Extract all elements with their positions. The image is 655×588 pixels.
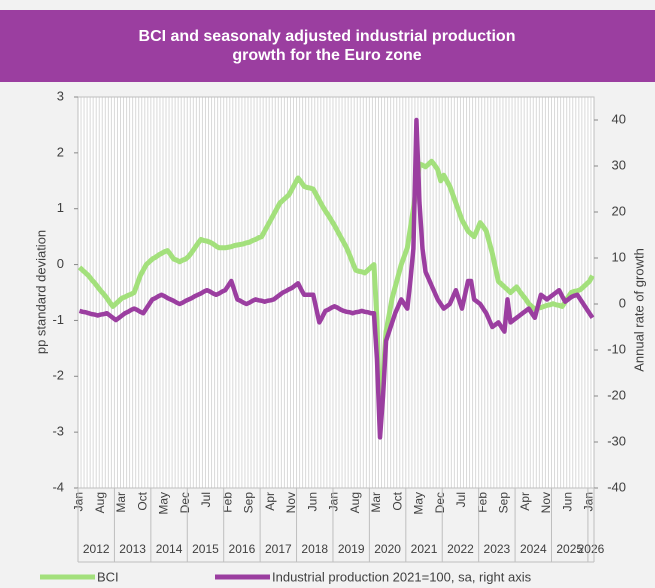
y-tick-label: -2 (52, 368, 64, 383)
year-label: 2012 (83, 542, 110, 556)
x-tick-label: Feb (220, 492, 234, 513)
x-tick-label: Apr (518, 492, 532, 511)
y2-tick-label: -10 (607, 341, 626, 356)
x-tick-label: Jan (72, 492, 86, 511)
y2-tick-label: 20 (612, 203, 626, 218)
legend-label: Industrial production 2021=100, sa, righ… (272, 569, 532, 584)
y2-tick-label: -20 (607, 387, 626, 402)
x-tick-label: Aug (348, 492, 362, 513)
year-label: 2023 (484, 542, 511, 556)
x-tick-label: Oct (135, 491, 149, 510)
x-tick-label: Jul (199, 492, 213, 507)
y-axis-label: pp standard deviation (33, 230, 48, 354)
year-label: 2015 (192, 542, 219, 556)
y2-tick-label: 30 (612, 157, 626, 172)
x-tick-label: Jan (582, 492, 596, 511)
year-label: 2026 (578, 542, 605, 556)
title-band (0, 10, 655, 82)
x-tick-label: Oct (390, 491, 404, 510)
y-tick-label: 1 (57, 200, 64, 215)
x-tick-label: Jan (327, 492, 341, 511)
year-label: 2019 (338, 542, 365, 556)
x-tick-label: Sep (242, 492, 256, 514)
y-tick-label: 3 (57, 88, 64, 103)
series-line (77, 158, 595, 430)
x-tick-label: May (412, 492, 426, 515)
x-tick-label: Jun (560, 492, 574, 511)
x-tick-label: Jul (454, 492, 468, 507)
year-label: 2017 (265, 542, 292, 556)
year-label: 2024 (520, 542, 547, 556)
x-tick-label: Feb (475, 492, 489, 513)
x-tick-label: Jun (305, 492, 319, 511)
year-label: 2013 (119, 542, 146, 556)
y2-tick-label: -30 (607, 433, 626, 448)
year-label: 2014 (156, 542, 183, 556)
y-tick-label: -3 (52, 424, 64, 439)
year-label: 2022 (447, 542, 474, 556)
y2-tick-label: 40 (612, 111, 626, 126)
plot-border (77, 96, 595, 489)
series-line (78, 117, 595, 440)
x-tick-label: Nov (539, 492, 553, 513)
x-tick-label: Aug (93, 492, 107, 513)
year-label: 2020 (374, 542, 401, 556)
year-label: 2025 (556, 542, 583, 556)
chart-title: BCI and seasonaly adjusted industrial pr… (139, 28, 516, 64)
year-label: 2018 (301, 542, 328, 556)
y2-tick-label: -40 (607, 479, 626, 494)
y-tick-label: 0 (57, 256, 64, 271)
y-tick-label: 2 (57, 144, 64, 159)
legend-label: BCI (97, 569, 119, 584)
x-tick-label: Dec (433, 492, 447, 513)
y2-tick-label: 0 (619, 295, 626, 310)
y-tick-label: -4 (52, 479, 64, 494)
year-label: 2016 (229, 542, 256, 556)
x-tick-label: Sep (497, 492, 511, 514)
y2-axis-label: Annual rate of growth (631, 248, 646, 372)
x-tick-label: May (157, 492, 171, 515)
x-tick-label: Mar (369, 492, 383, 513)
x-tick-label: Nov (284, 492, 298, 513)
y2-tick-label: 10 (612, 249, 626, 264)
y-tick-label: -1 (52, 312, 64, 327)
x-tick-label: Mar (114, 492, 128, 513)
x-tick-label: Dec (178, 492, 192, 513)
x-tick-label: Apr (263, 492, 277, 511)
year-label: 2021 (411, 542, 438, 556)
